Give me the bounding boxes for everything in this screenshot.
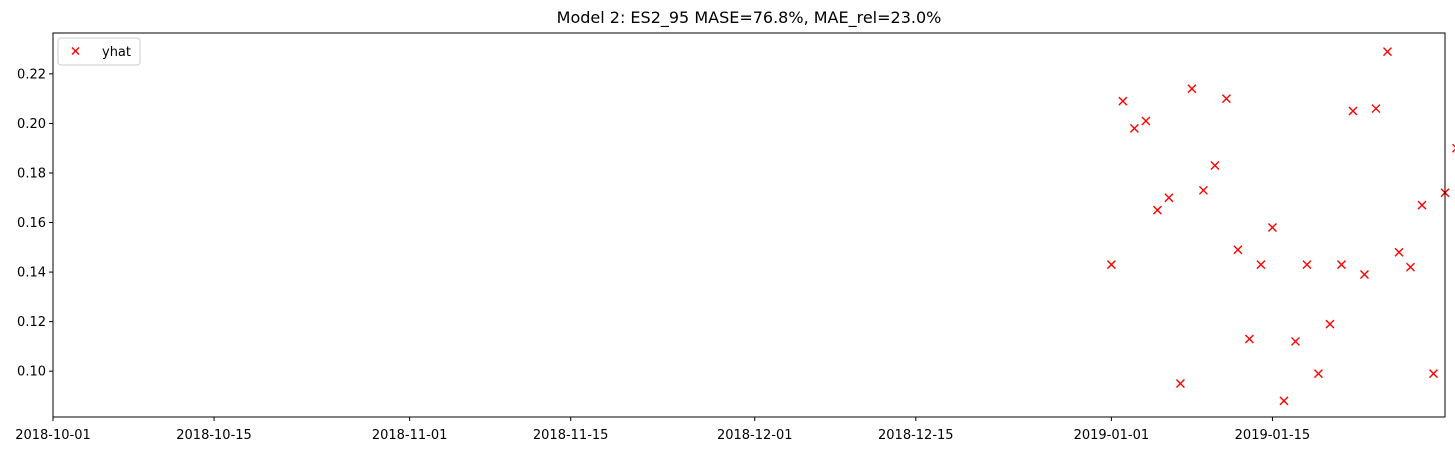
plot-frame: [52, 32, 1446, 418]
data-point: [1429, 369, 1438, 379]
data-point: [1118, 96, 1128, 106]
y-tick-label: 0.12: [17, 315, 46, 330]
y-tick-label: 0.14: [17, 266, 46, 281]
x-axis: 2018-10-01 2018-10-15 2018-11-01 2018-11-15…: [15, 417, 1310, 443]
data-point: [1141, 116, 1151, 126]
x-tick-label: 2018-10-15: [176, 428, 252, 443]
data-point: [1325, 319, 1335, 329]
data-point: [1198, 185, 1208, 195]
y-tick-label: 0.22: [17, 67, 46, 82]
data-point: [1267, 222, 1277, 232]
data-point: [1313, 369, 1323, 379]
data-point: [1290, 336, 1300, 346]
x-tick-label: 2019-01-15: [1235, 428, 1311, 443]
data-point: [1336, 260, 1346, 270]
x-tick-label: 2018-10-01: [15, 428, 91, 443]
y-tick-label: 0.16: [17, 216, 46, 231]
data-point: [1405, 262, 1415, 272]
data-point: [1279, 396, 1289, 406]
y-tick-label: 0.10: [17, 365, 46, 380]
data-point: [1106, 260, 1116, 270]
x-tick-label: 2018-11-01: [372, 428, 448, 443]
chart-title: Model 2: ES2_95 MASE=76.8%, MAE_rel=23.0…: [557, 8, 942, 28]
y-tick-label: 0.20: [17, 117, 46, 132]
y-tick-label: 0.18: [17, 166, 46, 181]
data-point: [1348, 106, 1358, 116]
legend-marker-x: [71, 47, 80, 55]
plot-area: [1106, 47, 1455, 406]
legend-box: [57, 37, 141, 66]
x-tick-label: 2019-01-01: [1074, 428, 1150, 443]
data-point: [1452, 143, 1455, 153]
data-point: [1371, 104, 1381, 114]
legend-label-yhat: yhat: [102, 45, 131, 60]
data-point: [1233, 245, 1243, 255]
data-point: [1244, 334, 1254, 344]
x-tick-label: 2018-11-15: [533, 428, 609, 443]
data-point: [1187, 84, 1197, 94]
data-point: [1394, 247, 1404, 257]
x-tick-label: 2018-12-01: [717, 428, 793, 443]
data-point: [1256, 260, 1266, 270]
y-axis: 0.10 0.12 0.14 0.16 0.18 0.20 0.22: [17, 67, 53, 380]
legend: yhat: [57, 37, 141, 66]
data-point: [1164, 193, 1174, 203]
x-tick-label: 2018-12-15: [878, 428, 954, 443]
data-point: [1129, 123, 1139, 133]
data-point: [1210, 161, 1220, 171]
data-point: [1382, 47, 1392, 57]
data-point: [1359, 270, 1369, 280]
data-point: [1221, 94, 1231, 104]
data-point: [1302, 260, 1312, 270]
data-point: [1417, 200, 1427, 210]
data-point: [1175, 379, 1185, 389]
data-point: [1152, 205, 1162, 215]
